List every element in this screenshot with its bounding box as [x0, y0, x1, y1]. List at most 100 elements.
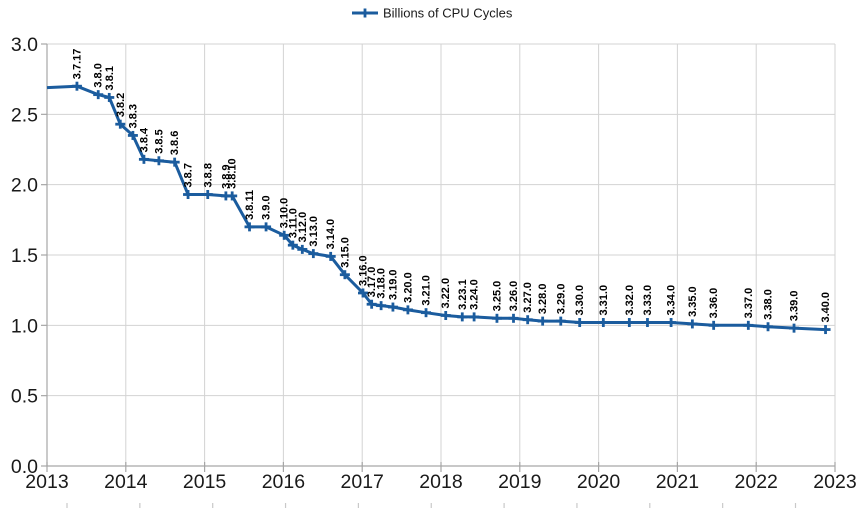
x-tick-label: 2020: [577, 471, 621, 493]
data-point-label: 3.7.17: [71, 49, 83, 80]
data-point-label: 3.8.6: [169, 131, 181, 155]
data-point-label: 3.8.9: [220, 164, 232, 188]
data-point-label: 3.14.0: [325, 219, 337, 250]
data-point-label: 3.21.0: [421, 275, 433, 306]
data-point-marker: [227, 191, 238, 201]
data-point-marker: [261, 222, 272, 232]
data-point-label: 3.25.0: [491, 281, 503, 312]
data-point-label: 3.8.8: [202, 163, 214, 187]
data-point-label: 3.19.0: [387, 269, 399, 300]
data-point-marker: [308, 249, 319, 259]
data-point-marker: [457, 312, 468, 322]
data-point-marker: [421, 308, 432, 318]
y-tick-label: 2.0: [11, 175, 38, 197]
data-point-label: 3.29.0: [555, 284, 567, 315]
data-point-marker: [820, 325, 831, 335]
data-point-marker: [202, 190, 213, 200]
data-point-label: 3.28.0: [537, 284, 549, 315]
data-point-marker: [687, 319, 698, 329]
data-point-label: 3.39.0: [789, 291, 801, 322]
data-point-marker: [763, 322, 774, 332]
data-point-label: 3.8.10: [227, 158, 239, 189]
data-point-label: 3.8.2: [115, 93, 127, 117]
data-point-marker: [325, 251, 336, 261]
x-tick-label: 2013: [25, 471, 68, 493]
data-point-marker: [508, 313, 519, 323]
data-point-marker: [169, 157, 180, 167]
data-point-label: 3.17.0: [366, 267, 378, 298]
legend: Billions of CPU Cycles: [352, 6, 513, 21]
data-point-marker: [115, 119, 126, 129]
x-tick-label: 2021: [656, 471, 699, 493]
data-point-label: 3.30.0: [574, 285, 586, 316]
data-point-marker: [491, 313, 502, 323]
data-point-marker: [104, 92, 115, 102]
data-point-label: 3.22.0: [440, 278, 452, 309]
data-point-marker: [440, 310, 451, 320]
x-tick-label: 2018: [419, 471, 462, 493]
data-point-marker: [357, 288, 368, 298]
y-tick-label: 2.5: [11, 104, 38, 126]
data-point-label: 3.40.0: [820, 292, 832, 323]
data-point-marker: [127, 130, 138, 140]
data-point-label: 3.23.1: [457, 279, 469, 310]
data-point-label: 3.10.0: [279, 198, 291, 229]
data-point-marker: [153, 156, 164, 166]
data-point-label: 3.13.0: [308, 216, 320, 247]
data-point-marker: [624, 318, 635, 328]
data-point-label: 3.38.0: [763, 289, 775, 320]
data-point-marker: [537, 316, 548, 326]
series-cpu-cycles: 3.7.17 3.8.0 3.8.1 3.8.2 3.8.33.8.4 3.8.5 3.8.…: [46, 49, 832, 335]
data-point-label: 3.24.0: [469, 279, 481, 310]
data-point-marker: [71, 81, 82, 91]
data-point-label: 3.34.0: [666, 285, 678, 316]
data-point-label: 3.36.0: [708, 288, 720, 319]
data-point-label: 3.35.0: [687, 286, 699, 317]
data-point-label: 3.8.1: [104, 66, 116, 90]
data-point-marker: [598, 318, 609, 328]
data-point-label: 3.8.4: [138, 127, 150, 152]
y-tick-label: 3.0: [11, 34, 38, 56]
data-point-marker: [666, 318, 677, 328]
data-point-marker: [138, 154, 149, 164]
data-point-label: 3.9.0: [261, 195, 273, 219]
data-point-label: 3.11.0: [287, 208, 299, 238]
data-point-marker: [789, 323, 800, 333]
data-point-marker: [279, 230, 290, 240]
x-tick-label: 2014: [104, 471, 148, 493]
data-point-marker: [743, 320, 754, 330]
data-point-label: 3.18.0: [376, 268, 388, 299]
y-tick-label: 1.5: [11, 245, 38, 267]
data-point-label: 3.15.0: [339, 237, 351, 268]
data-point-label: 3.31.0: [598, 285, 610, 316]
data-point-label: 3.8.11: [244, 190, 256, 220]
data-point-marker: [93, 90, 104, 100]
data-point-marker: [297, 244, 308, 254]
data-point-label: 3.8.5: [153, 129, 165, 153]
data-point-label: 3.8.0: [93, 63, 105, 87]
x-tick-label: 2019: [498, 471, 541, 493]
x-tick-label: 2016: [262, 471, 305, 493]
y-tick-label: 0.0: [11, 456, 38, 478]
data-point-marker: [708, 320, 719, 330]
x-tick-label: 2017: [341, 471, 384, 493]
data-point-marker: [339, 270, 350, 280]
y-tick-label: 0.5: [11, 386, 38, 408]
data-point-marker: [287, 240, 298, 250]
data-point-label: 3.16.0: [357, 255, 369, 286]
data-point-label: 3.8.3: [127, 104, 139, 128]
data-point-label: 3.8.7: [183, 163, 195, 187]
data-point-marker: [366, 299, 377, 309]
data-point-label: 3.32.0: [624, 285, 636, 316]
data-point-marker: [387, 302, 398, 312]
data-point-label: 3.33.0: [642, 285, 654, 316]
data-point-marker: [402, 305, 413, 315]
data-point-label: 3.27.0: [522, 282, 534, 313]
data-point-label: 3.20.0: [402, 272, 414, 303]
data-point-label: 3.37.0: [743, 288, 755, 319]
data-point-marker: [574, 318, 585, 328]
data-point-marker: [244, 222, 255, 232]
data-point-marker: [522, 315, 533, 325]
